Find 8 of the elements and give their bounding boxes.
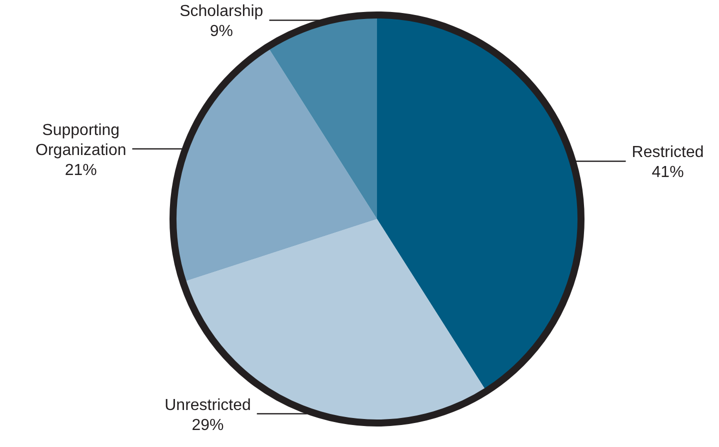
slice-label: Restricted: [632, 144, 704, 162]
slice-label: Scholarship: [180, 3, 264, 20]
slice-label: Supporting Organization: [36, 122, 126, 159]
data-label: 21%: [64, 162, 97, 179]
data-label: 41%: [652, 164, 684, 182]
data-label: 29%: [192, 416, 224, 434]
data-label: 9%: [210, 23, 233, 40]
slice-label: Unrestricted: [164, 396, 251, 414]
